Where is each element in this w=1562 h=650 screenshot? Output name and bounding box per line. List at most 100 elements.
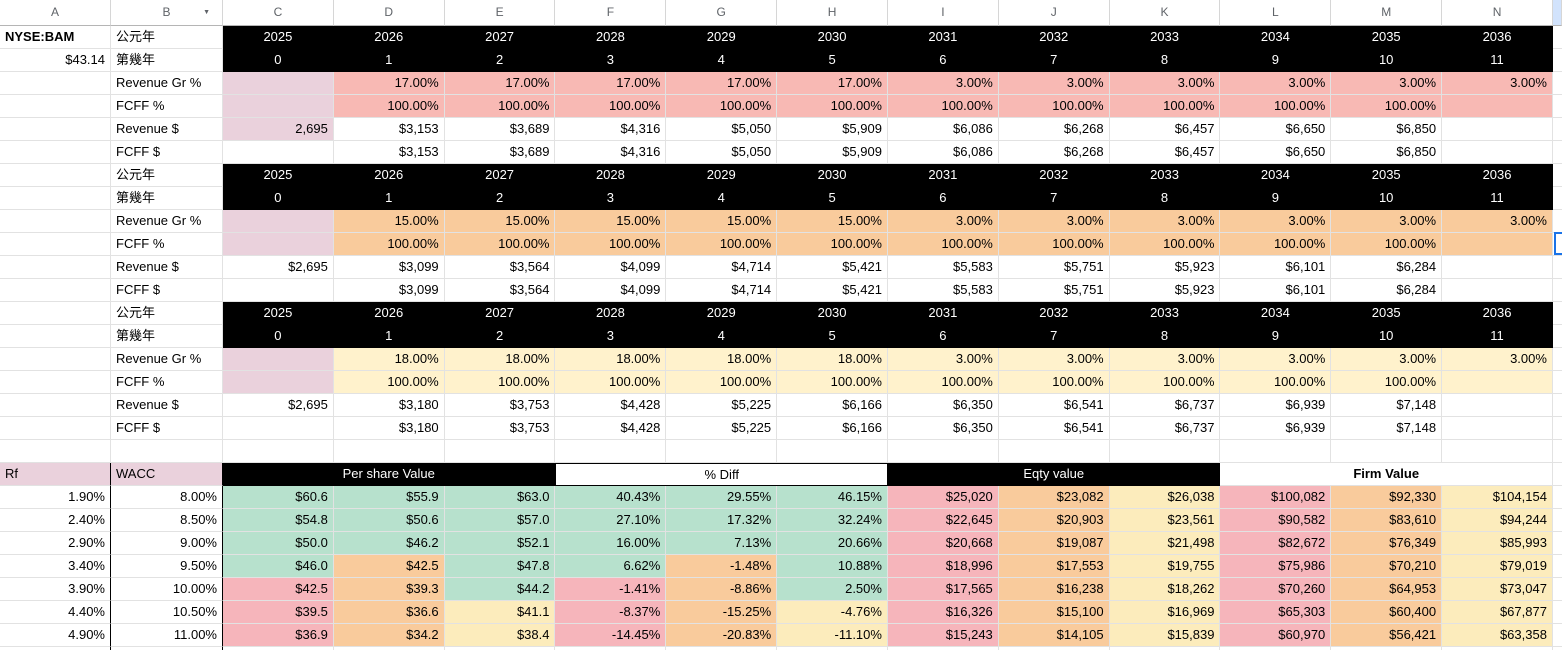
growth-cell[interactable]: 15.00%	[555, 210, 667, 233]
cell[interactable]	[0, 371, 111, 394]
year-index-cell[interactable]: 7	[998, 49, 1110, 72]
growth-cell[interactable]: 18.00%	[666, 348, 778, 371]
year-index-cell[interactable]: 6	[887, 325, 999, 348]
cell[interactable]	[1220, 647, 1332, 650]
fcff-cell[interactable]: $3,099	[333, 279, 445, 302]
revenue-cell[interactable]: $2,695	[223, 394, 334, 417]
fcff-cell[interactable]: $6,850	[1331, 141, 1443, 164]
revenue-cell[interactable]: $6,268	[998, 118, 1110, 141]
cell[interactable]	[1552, 72, 1562, 95]
cell[interactable]	[1109, 440, 1221, 463]
eqty-value-cell[interactable]: $21,498	[1109, 532, 1221, 555]
fcff-pct-cell[interactable]: 100.00%	[333, 95, 445, 118]
cell[interactable]	[1552, 256, 1562, 279]
cell[interactable]	[334, 647, 445, 650]
column-header-M[interactable]: M	[1331, 0, 1443, 26]
row-label-fcff-usd[interactable]: FCFF $	[111, 279, 223, 302]
rf-cell[interactable]: 4.40%	[0, 601, 111, 624]
cell[interactable]	[1552, 302, 1562, 325]
year-cell[interactable]: 2026	[333, 164, 445, 187]
revenue-cell[interactable]: $5,225	[666, 394, 778, 417]
per-share-cell[interactable]: $44.2	[444, 578, 556, 601]
fcff-pct-cell[interactable]: 100.00%	[555, 95, 667, 118]
year-cell[interactable]: 2028	[555, 26, 667, 49]
eqty-value-cell[interactable]: $20,903	[998, 509, 1110, 532]
per-share-cell[interactable]: $34.2	[333, 624, 445, 647]
fcff-cell[interactable]: $3,180	[333, 417, 445, 440]
fcff-cell[interactable]: $6,284	[1331, 279, 1443, 302]
fcff-pct-cell[interactable]: 100.00%	[998, 371, 1110, 394]
year-index-cell[interactable]: 7	[998, 187, 1110, 210]
year-index-cell[interactable]: 3	[555, 325, 667, 348]
cell[interactable]	[0, 440, 111, 463]
cell[interactable]	[0, 118, 111, 141]
row-label-fcff-pct[interactable]: FCFF %	[111, 95, 223, 118]
row-label-revenue-growth[interactable]: Revenue Gr %	[111, 348, 223, 371]
fcff-pct-cell[interactable]: 100.00%	[1220, 371, 1332, 394]
year-cell[interactable]: 2026	[333, 26, 445, 49]
pct-diff-header[interactable]: % Diff	[555, 463, 888, 486]
year-index-cell[interactable]: 4	[666, 325, 778, 348]
row-label-revenue-usd[interactable]: Revenue $	[111, 394, 223, 417]
growth-cell[interactable]: 17.00%	[777, 72, 888, 95]
year-cell[interactable]: 2032	[998, 302, 1110, 325]
cell[interactable]	[777, 440, 888, 463]
fcff-cell[interactable]: $6,541	[998, 417, 1110, 440]
firm-value-cell[interactable]: $56,421	[1331, 624, 1443, 647]
revenue-cell[interactable]: $4,316	[555, 118, 667, 141]
cell[interactable]	[445, 647, 556, 650]
cell[interactable]	[1552, 463, 1562, 486]
firm-value-cell[interactable]: $82,672	[1220, 532, 1332, 555]
fcff-pct-cell[interactable]: 100.00%	[444, 95, 556, 118]
cell[interactable]	[555, 647, 667, 650]
cell[interactable]	[111, 647, 223, 650]
growth-cell[interactable]	[223, 210, 334, 233]
fcff-pct-cell[interactable]: 100.00%	[777, 95, 888, 118]
year-cell[interactable]: 2026	[333, 302, 445, 325]
fcff-pct-cell[interactable]: 100.00%	[998, 95, 1110, 118]
year-index-cell[interactable]: 3	[555, 187, 667, 210]
year-index-cell[interactable]: 1	[333, 49, 445, 72]
wacc-cell[interactable]: 9.50%	[111, 555, 223, 578]
per-share-cell[interactable]: $36.6	[333, 601, 445, 624]
per-share-cell[interactable]: $50.6	[333, 509, 445, 532]
fcff-cell[interactable]	[1442, 279, 1553, 302]
growth-cell[interactable]: 17.00%	[444, 72, 556, 95]
pct-diff-cell[interactable]: 10.88%	[777, 555, 888, 578]
firm-value-cell[interactable]: $60,970	[1220, 624, 1332, 647]
fcff-pct-cell[interactable]: 100.00%	[887, 371, 999, 394]
cell[interactable]	[0, 72, 111, 95]
fcff-cell[interactable]: $4,316	[555, 141, 667, 164]
year-cell[interactable]: 2034	[1220, 302, 1332, 325]
fcff-cell[interactable]: $6,737	[1109, 417, 1221, 440]
year-cell[interactable]: 2027	[444, 164, 556, 187]
growth-cell[interactable]: 15.00%	[333, 210, 445, 233]
row-label-revenue-growth[interactable]: Revenue Gr %	[111, 72, 223, 95]
row-label-year-ad[interactable]: 公元年	[111, 302, 223, 325]
per-share-cell[interactable]: $39.5	[223, 601, 334, 624]
pct-diff-cell[interactable]: 27.10%	[555, 509, 667, 532]
pct-diff-cell[interactable]: 29.55%	[666, 486, 778, 509]
revenue-cell[interactable]	[1442, 118, 1553, 141]
fcff-cell[interactable]: $5,583	[887, 279, 999, 302]
year-cell[interactable]: 2031	[887, 302, 999, 325]
row-label-fcff-usd[interactable]: FCFF $	[111, 417, 223, 440]
year-index-cell[interactable]: 10	[1331, 325, 1443, 348]
growth-cell[interactable]: 3.00%	[998, 348, 1110, 371]
per-share-value-header[interactable]: Per share Value	[223, 463, 556, 486]
pct-diff-cell[interactable]: -1.48%	[666, 555, 778, 578]
year-cell[interactable]: 2031	[887, 26, 999, 49]
fcff-cell[interactable]: $4,714	[666, 279, 778, 302]
cell[interactable]	[887, 440, 999, 463]
pct-diff-cell[interactable]: 2.50%	[777, 578, 888, 601]
column-header-E[interactable]: E	[444, 0, 556, 26]
revenue-cell[interactable]: $5,050	[666, 118, 778, 141]
eqty-value-cell[interactable]: $19,755	[1109, 555, 1221, 578]
cell[interactable]	[1552, 279, 1562, 302]
year-index-cell[interactable]: 8	[1109, 187, 1221, 210]
wacc-cell[interactable]: 8.50%	[111, 509, 223, 532]
year-cell[interactable]: 2029	[666, 302, 778, 325]
fcff-pct-cell[interactable]: 100.00%	[666, 95, 778, 118]
fcff-cell[interactable]: $3,753	[444, 417, 556, 440]
revenue-cell[interactable]: $5,421	[777, 256, 888, 279]
